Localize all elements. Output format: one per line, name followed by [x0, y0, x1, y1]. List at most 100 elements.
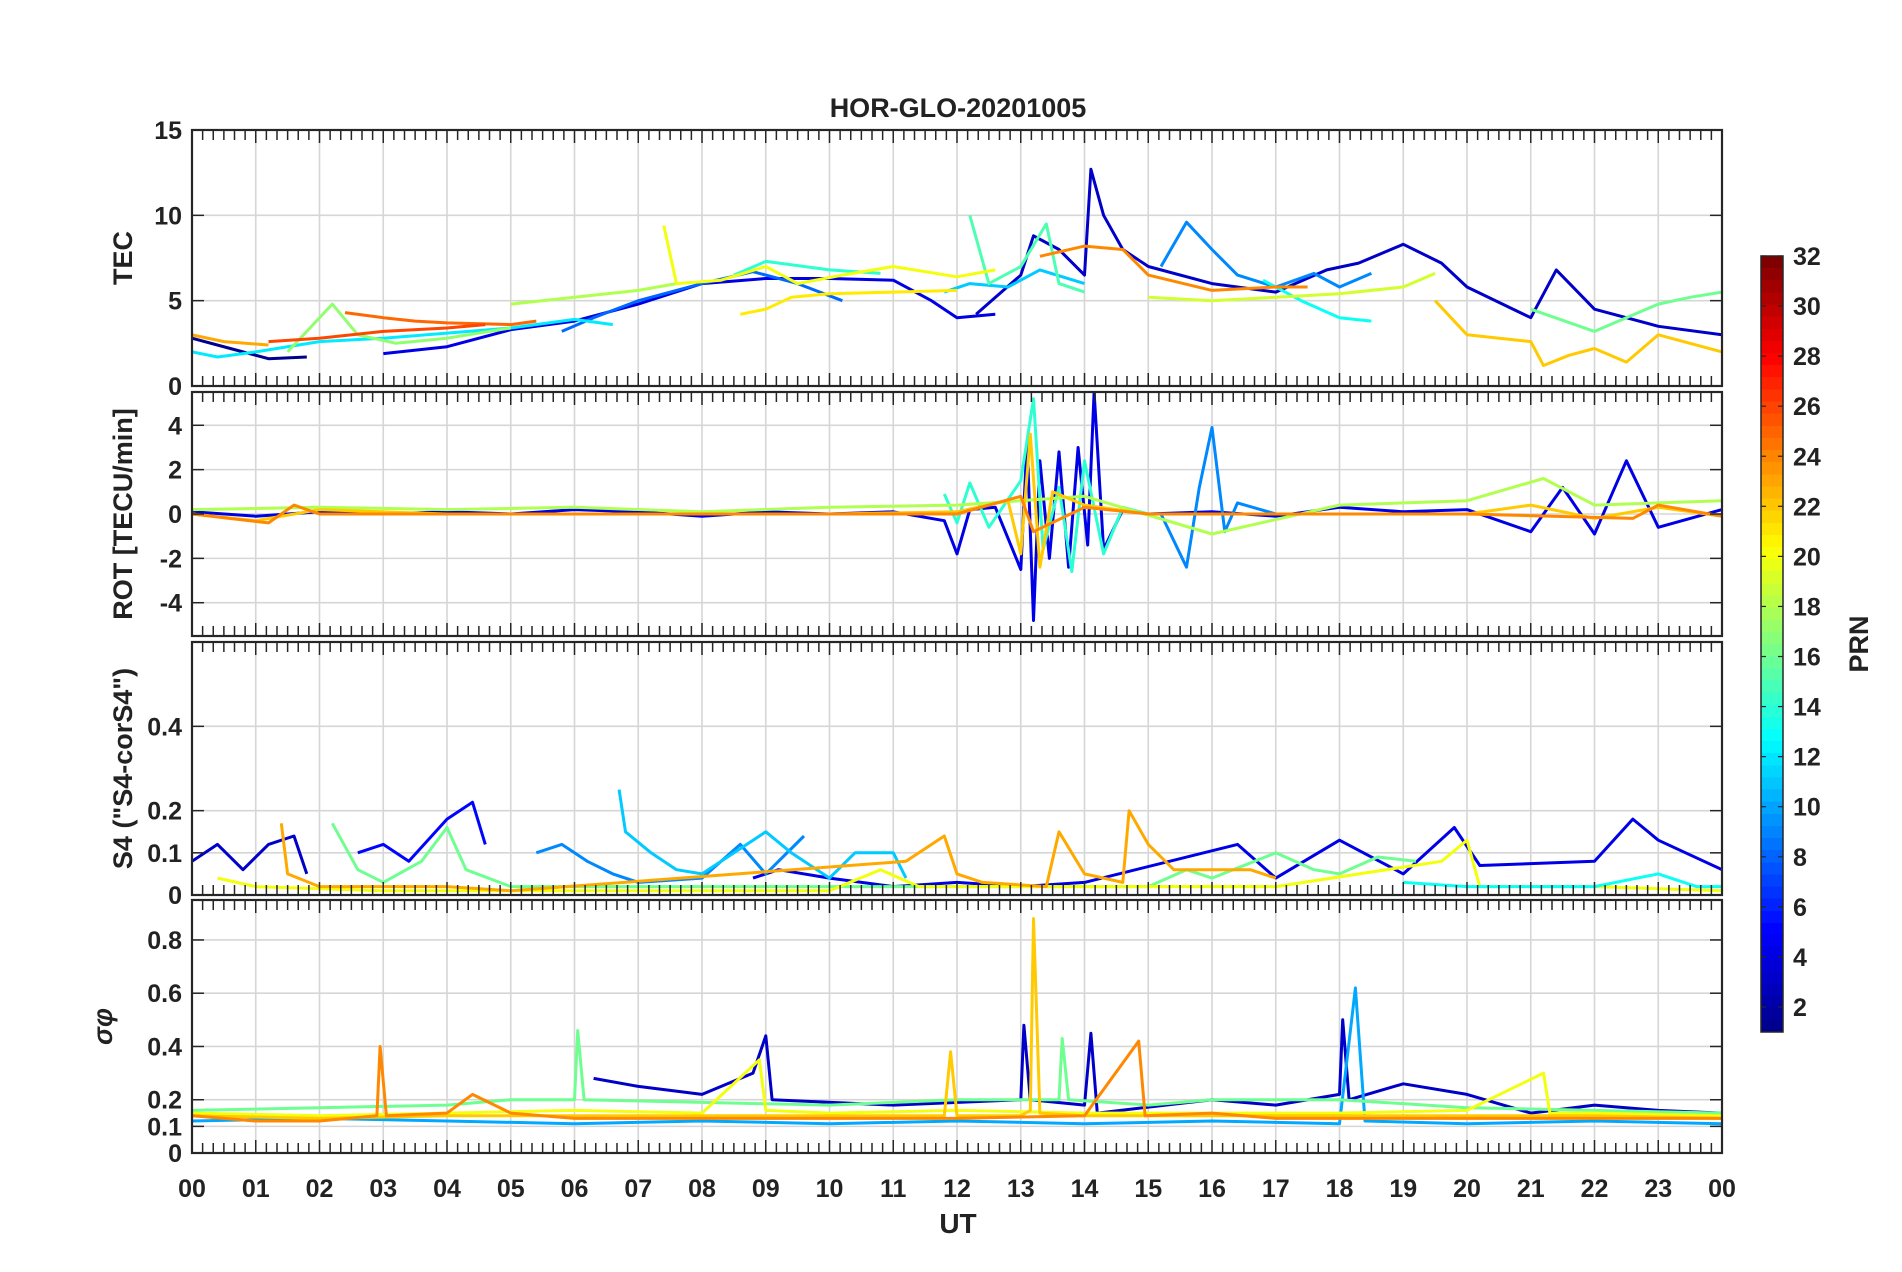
minor-ticks-tec [191, 130, 1723, 386]
series-line-prn-16 [1530, 290, 1722, 333]
series-line-prn-18 [510, 282, 677, 306]
x-tick-label: 18 [1326, 1175, 1354, 1203]
series-tec [192, 167, 1722, 367]
grid-tec [191, 129, 1723, 387]
y-tick-label: 2 [168, 457, 182, 485]
series-line-prn-16 [192, 1029, 1722, 1115]
x-tick-label: 10 [816, 1175, 844, 1203]
x-tick-label: 06 [561, 1175, 589, 1203]
y-tick-label: 0.6 [147, 980, 182, 1008]
colorbar-tick-label: 32 [1793, 243, 1821, 271]
y-tick-label: -4 [160, 590, 182, 618]
x-tick-label: 21 [1517, 1175, 1545, 1203]
minor-ticks-sigphi [191, 900, 1723, 1153]
panel-rot: -4 -2 0 2 4 ROT [TECU/min] [108, 390, 1724, 638]
colorbar-tick-label: 18 [1793, 593, 1821, 621]
x-tick-label: 03 [369, 1175, 397, 1203]
x-tick-label: 23 [1644, 1175, 1672, 1203]
series-line-prn-17 [286, 302, 512, 353]
colorbar-tick-label: 4 [1793, 944, 1807, 972]
series-line-prn-11 [943, 268, 1085, 294]
series-line-prn-4 [383, 277, 996, 356]
x-tick-label: 19 [1389, 1175, 1417, 1203]
series-line-prn-25 [344, 311, 537, 327]
x-tick-label: 16 [1198, 1175, 1226, 1203]
x-tick-label: 04 [433, 1175, 461, 1203]
series-line-prn-5 [357, 800, 487, 863]
series-line-prn-11 [617, 789, 908, 880]
y-axis-label-rot: ROT [TECU/min] [108, 408, 138, 619]
x-tick-label: 14 [1071, 1175, 1099, 1203]
x-tick-label: 02 [306, 1175, 334, 1203]
colorbar-tick-label: 16 [1793, 644, 1821, 672]
y-tick-label: 0.4 [147, 713, 182, 741]
y-tick-label: -2 [160, 545, 182, 573]
x-tick-label: 08 [688, 1175, 716, 1203]
y-tick-label: 0.2 [147, 1087, 182, 1115]
series-line-prn-20 [662, 225, 996, 286]
panel-s4: 0 0.1 0.2 0.4 S4 ("S4-corS4") [108, 640, 1724, 910]
y-tick-label: 0 [168, 882, 182, 910]
y-tick-label: 0.1 [147, 1113, 182, 1141]
x-tick-label: 11 [880, 1175, 907, 1203]
x-tick-label: 09 [752, 1175, 780, 1203]
y-tick-label: 15 [154, 117, 182, 145]
series-line-prn-24 [192, 1039, 1722, 1123]
x-tick-label: 05 [497, 1175, 525, 1203]
x-tick-label: 00 [1708, 1175, 1736, 1203]
y-tick-label: 0 [168, 501, 182, 529]
colorbar-tick-label: 6 [1793, 894, 1807, 922]
y-axis-label-sigphi: σφ [88, 1008, 118, 1045]
series-line-prn-21 [740, 288, 958, 316]
x-axis-label: UT [939, 1208, 976, 1239]
colorbar-tick-label: 22 [1793, 493, 1821, 521]
series-sigphi [192, 917, 1722, 1126]
y-tick-label: 0 [168, 373, 182, 401]
series-line-prn-24 [192, 494, 1722, 534]
panel-tec: 0 5 10 15 TEC [108, 117, 1724, 401]
x-tick-label: 01 [242, 1175, 270, 1203]
series-line-prn-13 [1262, 278, 1372, 323]
series-rot [192, 392, 1722, 622]
x-tick-labels: 00 01 02 03 04 05 06 07 08 09 10 11 12 13 14 15 16 17 18 19… [178, 1175, 1736, 1203]
series-line-prn-10 [192, 986, 1722, 1126]
x-tick-label: 22 [1581, 1175, 1609, 1203]
series-line-prn-12 [192, 317, 614, 359]
colorbar-tick-label: 10 [1793, 794, 1821, 822]
x-tick-label: 00 [178, 1175, 206, 1203]
colorbar-scale [1760, 255, 1784, 1033]
series-line-prn-22 [1434, 299, 1722, 367]
series-line-prn-9 [1159, 426, 1277, 569]
x-tick-label: 20 [1453, 1175, 1481, 1203]
series-line-prn-9 [1159, 220, 1372, 289]
series-line-prn-18 [192, 477, 1722, 536]
y-axis-label-s4: S4 ("S4-corS4") [108, 668, 138, 869]
series-line-prn-19 [1148, 272, 1436, 303]
grid-rot [191, 392, 1723, 636]
colorbar-tick-label: 14 [1793, 694, 1821, 722]
series-line-prn-26 [268, 323, 486, 344]
y-tick-label: 0.2 [147, 798, 182, 826]
x-tick-label: 12 [943, 1175, 971, 1203]
chart-title: HOR-GLO-20201005 [830, 93, 1087, 123]
y-tick-label: 5 [168, 288, 182, 316]
y-tick-label: 0.1 [147, 840, 182, 868]
axes-frame-sigphi [190, 898, 1724, 1155]
series-line-prn-4 [192, 392, 1722, 622]
colorbar-tick-label: 20 [1793, 543, 1821, 571]
y-tick-label: 0 [168, 1140, 182, 1168]
colorbar-label: PRN [1844, 615, 1874, 672]
colorbar-tick-label: 8 [1793, 844, 1807, 872]
y-tick-label: 0.8 [147, 927, 182, 955]
series-line-prn-23 [192, 333, 269, 347]
colorbar-tick-label: 24 [1793, 443, 1821, 471]
colorbar-tick-label: 26 [1793, 393, 1821, 421]
axes-frame-rot [190, 390, 1724, 638]
series-line-prn-3 [975, 167, 1722, 337]
x-tick-label: 17 [1262, 1175, 1290, 1203]
colorbar-tick-label: 2 [1793, 994, 1807, 1022]
y-axis-label-tec: TEC [108, 231, 138, 285]
